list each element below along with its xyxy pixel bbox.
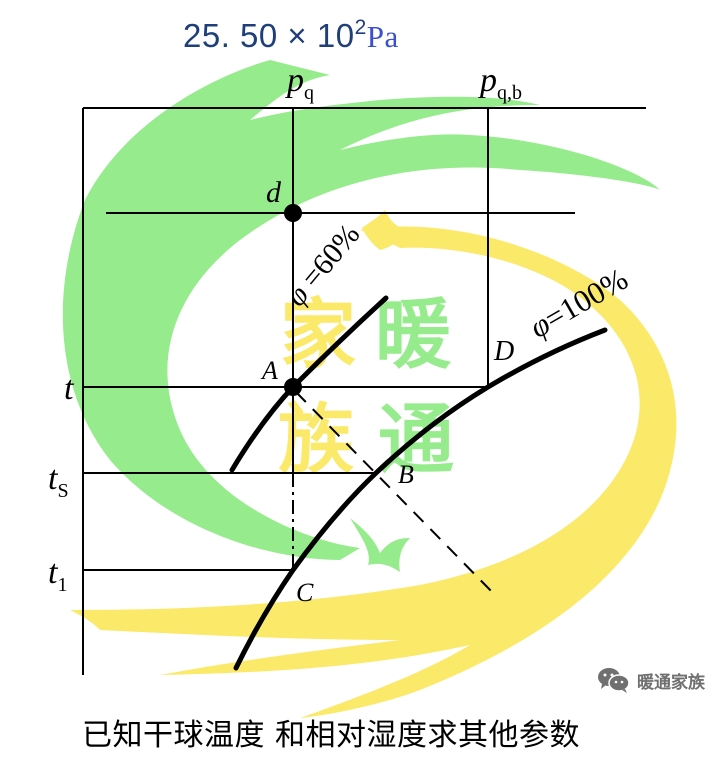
t-symbol: t <box>64 370 74 407</box>
t1-label: t1 <box>48 554 68 596</box>
rh100-curve <box>233 327 608 671</box>
pq-label: pq <box>287 62 314 104</box>
ts-subscript: S <box>57 480 69 502</box>
ts-label: tS <box>48 460 69 502</box>
wet-bulb-dashed-line <box>295 391 498 598</box>
watermark-char-zu: 族 <box>278 395 354 484</box>
t1-symbol: t <box>48 554 58 591</box>
point-a-label: A <box>262 356 278 385</box>
pressure-exponent: 2 <box>354 16 367 39</box>
point-d-label: d <box>266 176 281 209</box>
pqb-label: pq,b <box>480 62 522 104</box>
wechat-account-badge: 暖通家族 <box>597 666 705 694</box>
point-d-dot <box>284 204 302 222</box>
watermark-char-nuan: 暖 <box>375 290 451 379</box>
ts-symbol: t <box>48 460 58 497</box>
pressure-number: 25. 50 × 10 <box>183 17 355 54</box>
wechat-account-name: 暖通家族 <box>637 672 705 693</box>
pq-symbol: p <box>287 62 304 99</box>
rh60-curve <box>229 295 389 473</box>
pressure-unit: Pa <box>366 19 399 54</box>
point-b-label: B <box>398 460 414 489</box>
pq-subscript: q <box>304 82 314 104</box>
diagram-caption: 已知干球温度 和相对湿度求其他参数 <box>82 718 581 753</box>
green-star <box>350 518 410 572</box>
yellow-swoosh <box>70 226 677 718</box>
pqb-symbol: p <box>480 62 497 99</box>
yellow-burst <box>362 210 410 250</box>
t1-subscript: 1 <box>57 574 68 596</box>
pressure-value: 25. 50 × 102Pa <box>183 16 399 55</box>
point-a-dot <box>284 378 302 396</box>
t-label: t <box>64 372 73 406</box>
green-swoosh <box>62 60 660 560</box>
wechat-icon <box>598 668 630 693</box>
point-d-upper-label: D <box>494 336 515 367</box>
point-c-label: C <box>296 578 314 607</box>
pqb-subscript: q,b <box>497 82 522 104</box>
